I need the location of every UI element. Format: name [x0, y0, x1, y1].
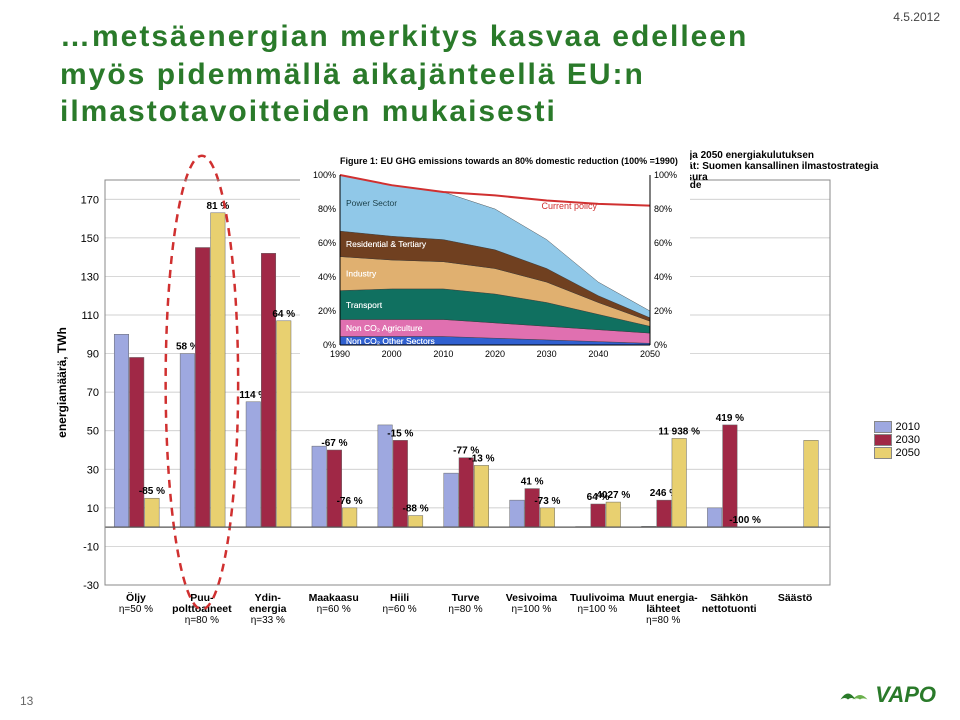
svg-text:Turve: Turve [452, 592, 480, 604]
svg-text:η=100 %: η=100 % [512, 604, 552, 615]
svg-text:110: 110 [81, 310, 99, 322]
svg-text:20%: 20% [654, 306, 672, 316]
svg-text:Maakaasu: Maakaasu [309, 592, 359, 604]
svg-text:Vesivoima: Vesivoima [506, 592, 558, 604]
svg-text:Hiili: Hiili [390, 592, 409, 604]
svg-text:40%: 40% [654, 272, 672, 282]
svg-text:130: 130 [81, 271, 99, 283]
svg-text:20%: 20% [318, 306, 336, 316]
brand-logo: VAPO [839, 682, 936, 708]
svg-text:-30: -30 [83, 580, 99, 592]
svg-text:150: 150 [81, 233, 99, 245]
svg-text:-85 %: -85 % [139, 486, 165, 497]
svg-text:2010: 2010 [433, 349, 453, 359]
svg-text:η=80 %: η=80 % [448, 604, 482, 615]
legend: 201020302050 [874, 420, 920, 460]
svg-text:64 %: 64 % [272, 309, 295, 320]
page-number: 13 [20, 694, 33, 708]
inset-area-chart: Figure 1: EU GHG emissions towards an 80… [300, 150, 690, 370]
svg-text:energiamäärä, TWh: energiamäärä, TWh [55, 327, 69, 438]
svg-text:Industry: Industry [346, 269, 377, 279]
svg-text:polttoaineet: polttoaineet [172, 603, 232, 615]
svg-text:nettotuonti: nettotuonti [702, 603, 757, 615]
page-title: …metsäenergian merkitys kasvaa edelleen … [60, 18, 820, 131]
svg-text:energia: energia [249, 603, 287, 615]
svg-text:η=80 %: η=80 % [646, 615, 680, 626]
svg-text:η=60 %: η=60 % [317, 604, 351, 615]
svg-text:2040: 2040 [588, 349, 608, 359]
svg-text:Residential & Tertiary: Residential & Tertiary [346, 239, 427, 249]
svg-text:80%: 80% [654, 204, 672, 214]
svg-text:2050: 2050 [640, 349, 660, 359]
svg-text:η=100 %: η=100 % [577, 604, 617, 615]
svg-text:Non CO₂ Other Sectors: Non CO₂ Other Sectors [346, 336, 435, 346]
svg-text:Transport: Transport [346, 300, 383, 310]
date-label: 4.5.2012 [893, 10, 940, 24]
svg-text:η=33 %: η=33 % [251, 615, 285, 626]
svg-text:40%: 40% [318, 272, 336, 282]
svg-text:60%: 60% [318, 238, 336, 248]
svg-text:Power Sector: Power Sector [346, 198, 397, 208]
bar-chart: -30 -10 10 30 50 70 90 110 130 150 170 energiamäärä… [50, 150, 920, 650]
svg-text:-10: -10 [83, 541, 99, 553]
svg-text:100%: 100% [654, 170, 677, 180]
svg-text:11 938 %: 11 938 % [658, 426, 700, 437]
svg-text:Tuulivoima: Tuulivoima [570, 592, 625, 604]
svg-text:Öljy: Öljy [126, 591, 146, 604]
svg-text:2000: 2000 [382, 349, 402, 359]
svg-text:η=80 %: η=80 % [185, 615, 219, 626]
svg-text:-15 %: -15 % [387, 428, 413, 439]
svg-text:-73 %: -73 % [534, 496, 560, 507]
svg-text:419 %: 419 % [716, 413, 744, 424]
svg-text:60%: 60% [654, 238, 672, 248]
svg-text:-13 %: -13 % [468, 453, 494, 464]
svg-text:Figure 1: EU GHG emissions tow: Figure 1: EU GHG emissions towards an 80… [340, 156, 678, 166]
svg-text:50: 50 [87, 426, 99, 438]
svg-text:10: 10 [87, 503, 99, 515]
brand-text: VAPO [875, 682, 936, 708]
svg-text:2030: 2030 [537, 349, 557, 359]
svg-text:80%: 80% [318, 204, 336, 214]
svg-text:70: 70 [87, 387, 99, 399]
svg-text:η=50 %: η=50 % [119, 604, 153, 615]
svg-text:Säästö: Säästö [778, 592, 812, 604]
svg-text:41 %: 41 % [521, 477, 544, 488]
svg-text:η=60 %: η=60 % [383, 604, 417, 615]
svg-text:30: 30 [87, 464, 99, 476]
svg-text:170: 170 [81, 194, 99, 206]
svg-text:-88 %: -88 % [403, 504, 429, 515]
svg-text:-76 %: -76 % [337, 496, 363, 507]
svg-text:-100 %: -100 % [729, 515, 761, 526]
svg-text:-67 %: -67 % [321, 438, 347, 449]
svg-text:100%: 100% [313, 170, 336, 180]
svg-text:90: 90 [87, 349, 99, 361]
svg-text:1990: 1990 [330, 349, 350, 359]
svg-text:lähteet: lähteet [646, 603, 680, 615]
svg-text:Current policy: Current policy [542, 201, 598, 211]
svg-text:4027 %: 4027 % [596, 490, 630, 501]
svg-text:2020: 2020 [485, 349, 505, 359]
svg-text:Non CO₂ Agriculture: Non CO₂ Agriculture [346, 323, 423, 333]
